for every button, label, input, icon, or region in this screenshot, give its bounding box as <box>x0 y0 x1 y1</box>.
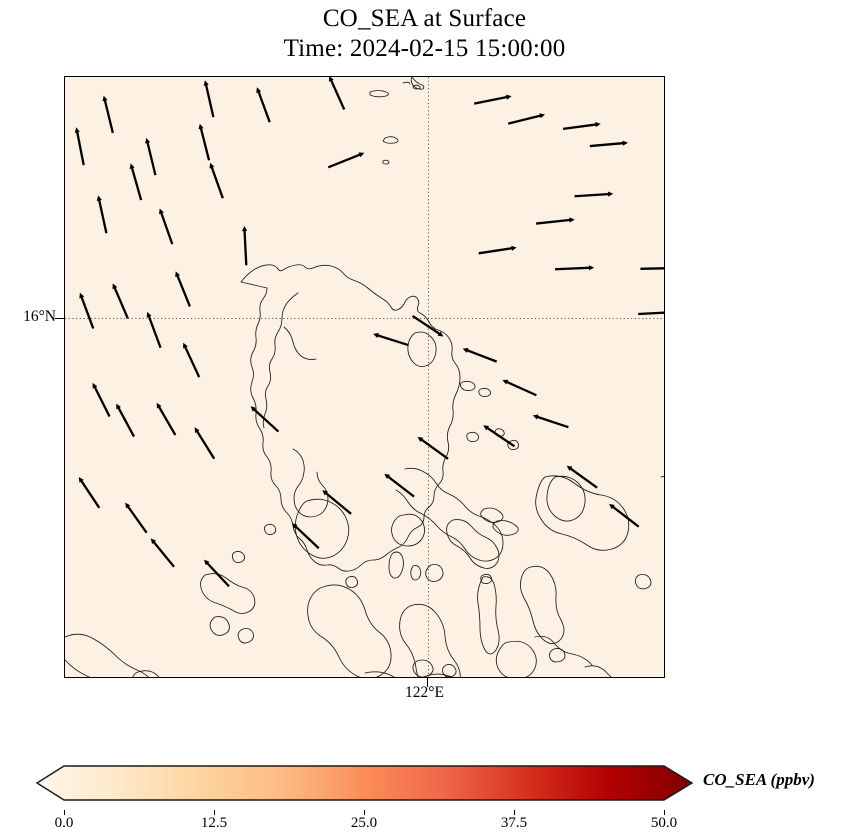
figure-subtitle: Time: 2024-02-15 15:00:00 <box>283 35 566 62</box>
x-axis-tick-122E <box>427 678 429 687</box>
map-plot-area <box>64 76 665 678</box>
wind-arrow <box>156 402 177 436</box>
wind-arrow <box>292 523 320 550</box>
wind-arrow <box>411 314 444 337</box>
wind-arrow <box>158 208 174 245</box>
wind-arrow <box>250 406 280 433</box>
wind-arrow <box>112 283 129 319</box>
wind-arrow <box>566 465 598 489</box>
wind-arrow <box>502 379 537 397</box>
x-axis-label-122E: 122°E <box>405 684 444 701</box>
colorbar-tick-1: 12.5 <box>200 815 228 831</box>
wind-arrow <box>638 309 664 316</box>
wind-arrow <box>328 77 346 110</box>
wind-arrow <box>322 490 352 515</box>
wind-arrow <box>203 80 215 118</box>
wind-arrow <box>562 121 601 131</box>
colorbar-swatch <box>35 765 694 801</box>
wind-arrow <box>384 473 415 498</box>
wind-arrow <box>74 127 85 166</box>
coastlines <box>65 77 664 677</box>
page-title: CO_SEA at Surface <box>322 5 527 32</box>
wind-arrow <box>473 94 512 105</box>
wind-arrow <box>417 436 449 460</box>
wind-arrow <box>483 425 516 448</box>
wind-arrow <box>146 311 162 349</box>
wind-arrow <box>79 292 95 329</box>
colorbar-tick-3: 37.5 <box>500 815 528 831</box>
wind-arrow <box>116 403 135 438</box>
graticule-gridlines <box>65 77 664 677</box>
wind-arrow <box>535 217 575 225</box>
wind-arrow <box>198 123 211 161</box>
wind-arrow <box>640 265 664 271</box>
wind-arrow <box>373 333 409 347</box>
wind-arrow <box>589 140 628 148</box>
colorbar-tick-0: 0.0 <box>54 815 74 831</box>
wind-arrow <box>507 113 546 125</box>
wind-arrow <box>554 265 595 271</box>
wind-arrow <box>194 427 216 460</box>
colorbar-label: CO_SEA (ppbv) <box>703 770 815 789</box>
wind-arrow <box>145 137 157 176</box>
wind-arrow <box>462 348 498 363</box>
wind-arrow <box>574 191 614 198</box>
wind-arrow <box>183 342 201 378</box>
wind-arrow <box>102 95 114 134</box>
wind-arrow <box>96 195 108 234</box>
wind-arrow <box>203 559 230 588</box>
wind-arrow <box>532 414 569 429</box>
y-axis-tick-16N <box>55 317 64 319</box>
wind-arrow <box>78 476 101 509</box>
map-canvas <box>65 77 664 677</box>
wind-arrow <box>150 538 175 568</box>
wind-arrow <box>209 162 224 199</box>
wind-arrow <box>609 503 640 528</box>
wind-arrow <box>129 163 143 201</box>
colorbar-tick-2: 25.0 <box>350 815 378 831</box>
wind-arrow <box>175 271 191 307</box>
wind-arrow <box>241 225 248 266</box>
wind-arrow <box>92 382 111 418</box>
colorbar-ticks: 0.0 12.5 25.0 37.5 50.0 <box>0 810 849 838</box>
y-axis-label-16N: 16°N <box>23 308 56 325</box>
figure-title-block: CO_SEA at Surface Time: 2024-02-15 15:00… <box>0 4 849 64</box>
wind-arrow <box>478 245 517 255</box>
wind-arrow <box>327 152 365 169</box>
wind-arrow <box>125 502 148 534</box>
colorbar: 0.0 12.5 25.0 37.5 50.0 CO_SEA (ppbv) <box>0 762 849 839</box>
colorbar-tick-4: 50.0 <box>650 815 678 831</box>
wind-arrow <box>256 87 271 123</box>
wind-vector-layer <box>74 77 664 588</box>
